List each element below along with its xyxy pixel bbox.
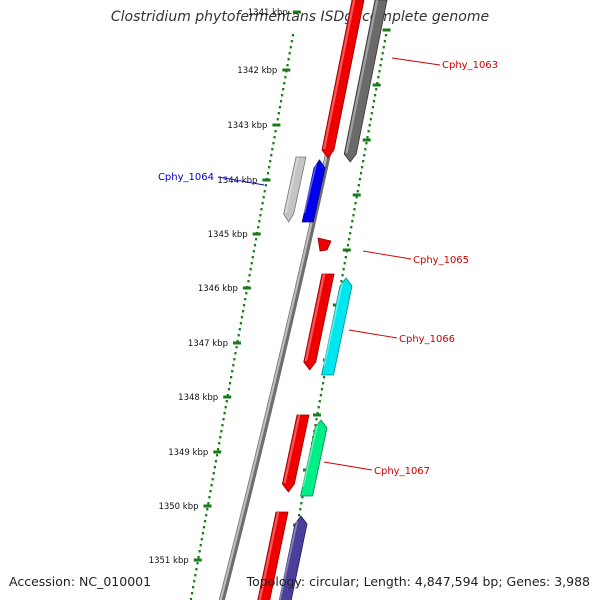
kbp-tick: 1343 kbp — [227, 121, 281, 131]
kbp-tick-label: 1347 kbp — [188, 339, 228, 349]
gene-arrow-cphy-1066[interactable] — [321, 277, 353, 376]
kbp-tick-minor — [342, 248, 351, 252]
topology-summary: Topology: circular; Length: 4,847,594 bp… — [246, 574, 590, 589]
accession-text: Accession: NC_010001 — [9, 574, 152, 589]
gene-arrow-cphy-1063-grey[interactable] — [343, 0, 388, 163]
kbp-tick-minor — [312, 413, 321, 417]
kbp-tick-minor — [362, 138, 371, 142]
kbp-tick-minor — [382, 28, 391, 32]
gene-label-cphy-1064[interactable]: Cphy_1064 — [158, 172, 265, 186]
kbp-tick-label: 1341 kbp — [248, 8, 288, 18]
kbp-tick-minor — [352, 193, 361, 197]
kbp-tick-label: 1343 kbp — [227, 121, 267, 131]
kbp-tick-label: 1349 kbp — [168, 448, 208, 458]
kbp-tick-label: 1342 kbp — [237, 66, 277, 76]
gene-arrow-cphy-1067-red[interactable] — [281, 414, 310, 493]
kbp-tick-minor — [372, 83, 381, 87]
map-title: Clostridium phytofermentans ISDg, comple… — [110, 9, 490, 25]
gene-label-cphy-1066[interactable]: Cphy_1066 — [348, 329, 455, 345]
kbp-tick-label: 1346 kbp — [198, 284, 238, 294]
gene-arrow-cphy-1066-red[interactable] — [303, 273, 335, 371]
gene-label-text[interactable]: Cphy_1063 — [442, 60, 498, 71]
gene-arrow-cphy-1064-grey[interactable] — [283, 156, 307, 223]
kbp-tick-label: 1351 kbp — [149, 556, 189, 566]
gene-label-text[interactable]: Cphy_1065 — [413, 255, 469, 266]
kbp-tick-label: 1344 kbp — [217, 176, 257, 186]
gene-arrow-cphy-1067[interactable] — [300, 419, 328, 497]
kbp-tick-label: 1350 kbp — [158, 502, 198, 512]
kbp-tick: 1349 kbp — [168, 448, 222, 458]
gene-label-text[interactable]: Cphy_1067 — [374, 466, 430, 477]
kbp-tick: 1348 kbp — [178, 393, 232, 403]
gene-arrow-cphy-1063[interactable] — [321, 0, 365, 159]
kbp-tick: 1344 kbp — [217, 176, 271, 186]
kbp-tick: 1351 kbp — [149, 556, 202, 566]
gene-arrow-unlabeled-red[interactable] — [257, 511, 289, 600]
gene-label-cphy-1065[interactable]: Cphy_1065 — [362, 250, 469, 266]
gene-arrow-cphy-1064[interactable] — [301, 159, 326, 223]
gene-arrow-cphy-1065[interactable] — [317, 237, 332, 252]
kbp-tick: 1341 kbp — [248, 8, 301, 18]
kbp-tick-label: 1345 kbp — [208, 230, 248, 240]
kbp-tick: 1350 kbp — [158, 502, 212, 512]
kbp-tick: 1342 kbp — [237, 66, 291, 76]
kbp-tick: 1345 kbp — [208, 230, 261, 240]
gene-label-cphy-1067[interactable]: Cphy_1067 — [323, 461, 430, 477]
gene-label-text[interactable]: Cphy_1066 — [399, 334, 455, 345]
gene-arrow-unlabeled-purple[interactable] — [277, 515, 308, 600]
gene-label-text[interactable]: Cphy_1064 — [158, 172, 214, 183]
kbp-tick-label: 1348 kbp — [178, 393, 218, 403]
gene-label-cphy-1063[interactable]: Cphy_1063 — [391, 57, 498, 71]
kbp-tick: 1347 kbp — [188, 339, 241, 349]
kbp-tick: 1346 kbp — [198, 284, 251, 294]
